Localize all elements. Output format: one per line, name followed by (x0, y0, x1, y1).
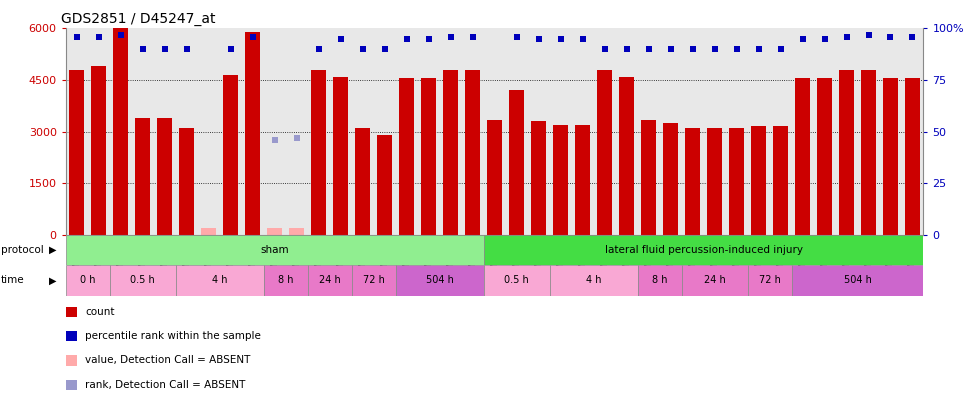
Bar (641, 119, 657, 235)
Bar (619, 77, 634, 235)
Bar (795, 78, 810, 235)
Bar (157, 118, 172, 235)
Bar (484, 265, 549, 296)
Bar (883, 78, 898, 235)
Bar (861, 70, 876, 235)
Bar (399, 78, 414, 235)
Bar (747, 265, 792, 296)
Bar (597, 70, 612, 235)
Bar (352, 265, 396, 296)
Text: sham: sham (260, 245, 289, 255)
Text: 4 h: 4 h (212, 275, 227, 286)
Text: 0 h: 0 h (80, 275, 96, 286)
Bar (421, 78, 436, 235)
Bar (553, 125, 569, 235)
Bar (377, 135, 393, 235)
Bar (443, 70, 458, 235)
Bar (685, 128, 700, 235)
Bar (575, 125, 590, 235)
Bar (792, 265, 923, 296)
Bar (682, 265, 747, 296)
Bar (91, 66, 106, 235)
Bar (905, 78, 921, 235)
Text: 8 h: 8 h (278, 275, 293, 286)
Bar (750, 126, 766, 235)
Bar (66, 265, 109, 296)
Bar (355, 128, 370, 235)
Bar (179, 128, 194, 235)
Bar (69, 70, 84, 235)
Bar (729, 128, 745, 235)
Bar (267, 228, 282, 235)
Bar (176, 265, 264, 296)
Text: count: count (85, 307, 115, 317)
Bar (245, 32, 260, 235)
Bar (509, 90, 524, 235)
Text: 4 h: 4 h (586, 275, 601, 286)
Bar (311, 70, 327, 235)
Text: ▶: ▶ (48, 245, 56, 255)
Bar (484, 235, 923, 265)
Bar (465, 70, 481, 235)
Bar (838, 70, 854, 235)
Bar (487, 119, 502, 235)
Text: GDS2851 / D45247_at: GDS2851 / D45247_at (62, 12, 216, 26)
Text: percentile rank within the sample: percentile rank within the sample (85, 331, 261, 341)
Bar (289, 228, 305, 235)
Text: 72 h: 72 h (758, 275, 780, 286)
Bar (637, 265, 682, 296)
Bar (66, 235, 484, 265)
Text: 0.5 h: 0.5 h (504, 275, 529, 286)
Bar (333, 77, 348, 235)
Text: rank, Detection Call = ABSENT: rank, Detection Call = ABSENT (85, 380, 246, 390)
Bar (817, 78, 833, 235)
Text: 504 h: 504 h (425, 275, 454, 286)
Bar (773, 126, 788, 235)
Text: 24 h: 24 h (704, 275, 725, 286)
Bar (308, 265, 352, 296)
Text: ▶: ▶ (48, 275, 56, 286)
Bar (707, 128, 722, 235)
Bar (531, 122, 546, 235)
Text: 8 h: 8 h (652, 275, 667, 286)
Text: 24 h: 24 h (319, 275, 340, 286)
Bar (135, 118, 151, 235)
Bar (396, 265, 484, 296)
Bar (113, 28, 129, 235)
Text: time: time (1, 275, 24, 286)
Bar (662, 123, 678, 235)
Text: lateral fluid percussion-induced injury: lateral fluid percussion-induced injury (604, 245, 803, 255)
Text: 72 h: 72 h (363, 275, 385, 286)
Bar (109, 265, 176, 296)
Text: 0.5 h: 0.5 h (131, 275, 155, 286)
Bar (223, 75, 239, 235)
Bar (264, 265, 308, 296)
Text: value, Detection Call = ABSENT: value, Detection Call = ABSENT (85, 356, 250, 365)
Text: protocol: protocol (1, 245, 44, 255)
Bar (201, 228, 217, 235)
Bar (549, 265, 637, 296)
Text: 504 h: 504 h (843, 275, 871, 286)
